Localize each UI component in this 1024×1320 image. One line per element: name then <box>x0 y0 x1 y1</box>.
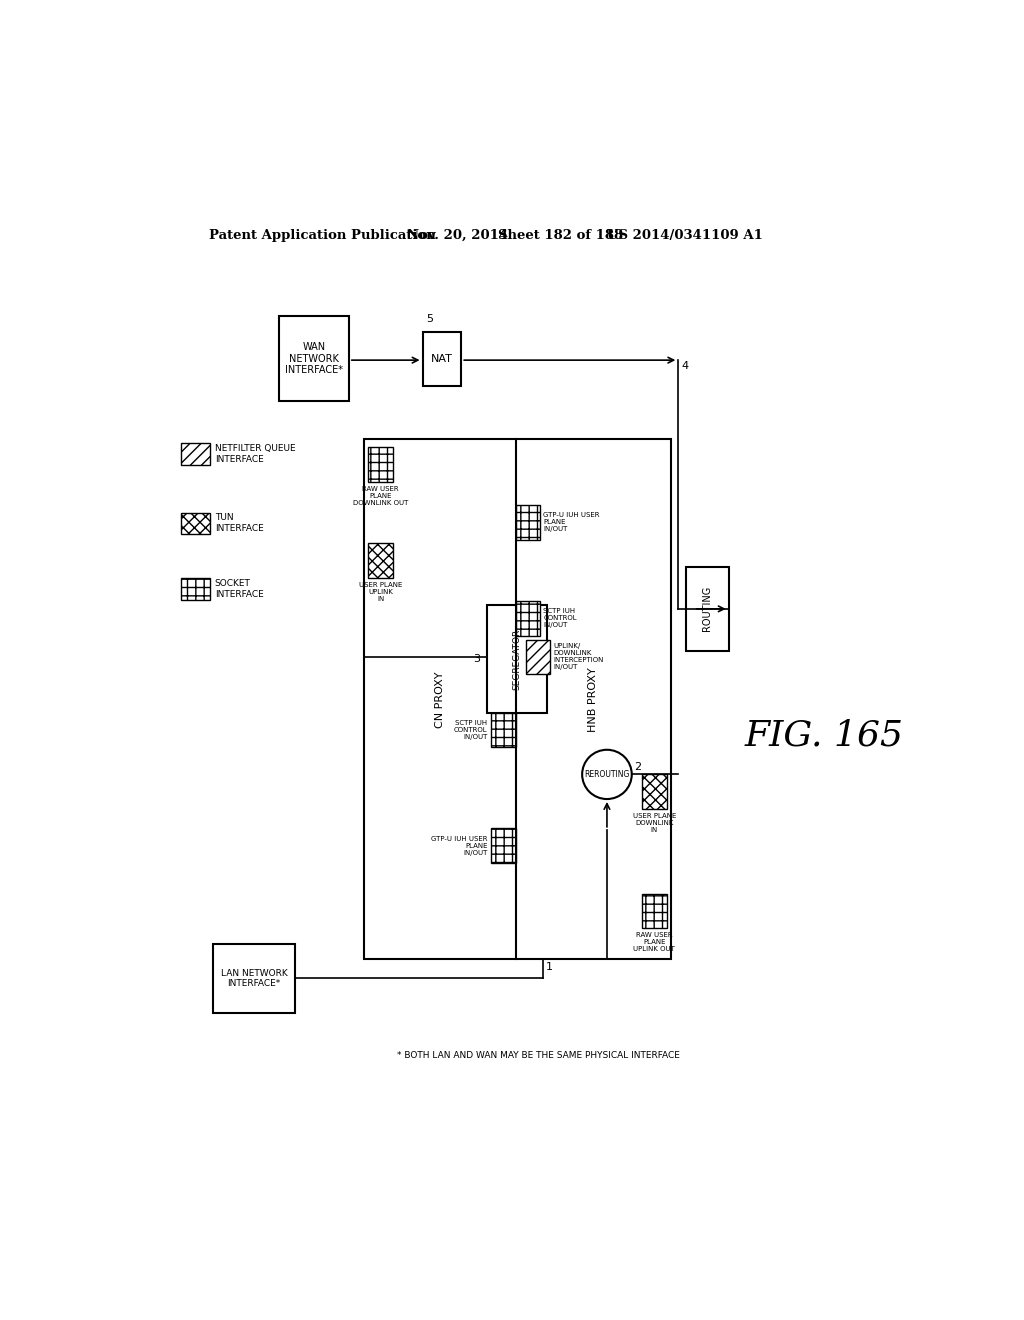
Bar <box>515 506 541 540</box>
Text: NETFILTER QUEUE
INTERFACE: NETFILTER QUEUE INTERFACE <box>215 444 296 465</box>
Text: 4: 4 <box>681 362 688 371</box>
Text: SCTP IUH
CONTROL
IN/OUT: SCTP IUH CONTROL IN/OUT <box>454 721 487 741</box>
Bar <box>686 566 729 651</box>
Text: USER PLANE
DOWNLINK
IN: USER PLANE DOWNLINK IN <box>633 813 676 833</box>
Bar <box>642 775 667 809</box>
Bar <box>369 544 393 578</box>
Text: Nov. 20, 2014: Nov. 20, 2014 <box>407 230 508 243</box>
Text: CN PROXY: CN PROXY <box>435 671 445 727</box>
Text: SOCKET
INTERFACE: SOCKET INTERFACE <box>215 578 263 599</box>
Bar <box>180 444 210 465</box>
Text: US 2014/0341109 A1: US 2014/0341109 A1 <box>607 230 763 243</box>
Text: USER PLANE
UPLINK
IN: USER PLANE UPLINK IN <box>359 582 402 602</box>
Bar <box>369 447 393 482</box>
Text: 2: 2 <box>634 762 641 772</box>
Text: NAT: NAT <box>431 354 453 363</box>
Text: FIG. 165: FIG. 165 <box>744 719 903 752</box>
Bar <box>180 578 210 599</box>
Text: Patent Application Publication: Patent Application Publication <box>209 230 436 243</box>
Text: WAN
NETWORK
INTERFACE*: WAN NETWORK INTERFACE* <box>285 342 343 375</box>
Text: 3: 3 <box>474 653 480 664</box>
Text: SCTP IUH
CONTROL
IN/OUT: SCTP IUH CONTROL IN/OUT <box>544 609 578 628</box>
Text: GTP-U IUH USER
PLANE
IN/OUT: GTP-U IUH USER PLANE IN/OUT <box>544 512 600 532</box>
Text: HNB PROXY: HNB PROXY <box>588 667 598 731</box>
Text: Sheet 182 of 188: Sheet 182 of 188 <box>499 230 624 243</box>
Bar <box>280 317 349 401</box>
Text: TUN
INTERFACE: TUN INTERFACE <box>215 513 263 533</box>
Bar <box>642 894 667 928</box>
Text: ROUTING: ROUTING <box>702 586 713 631</box>
Text: 5: 5 <box>426 314 433 323</box>
Bar <box>490 713 515 747</box>
Bar <box>365 440 671 960</box>
Bar <box>180 512 210 535</box>
Text: REROUTING: REROUTING <box>585 770 630 779</box>
Text: 1: 1 <box>546 962 553 972</box>
Text: RAW USER
PLANE
DOWNLINK OUT: RAW USER PLANE DOWNLINK OUT <box>353 486 409 506</box>
Bar <box>525 640 550 675</box>
Bar <box>490 829 515 863</box>
Text: RAW USER
PLANE
UPLINK OUT: RAW USER PLANE UPLINK OUT <box>633 932 675 952</box>
Circle shape <box>583 750 632 799</box>
Text: * BOTH LAN AND WAN MAY BE THE SAME PHYSICAL INTERFACE: * BOTH LAN AND WAN MAY BE THE SAME PHYSI… <box>397 1051 680 1060</box>
Text: UPLINK/
DOWNLINK
INTERCEPTION
IN/OUT: UPLINK/ DOWNLINK INTERCEPTION IN/OUT <box>554 643 604 671</box>
Bar <box>486 605 547 713</box>
Bar <box>213 944 295 1014</box>
Bar <box>515 601 541 636</box>
Bar <box>423 331 461 385</box>
Text: SEGREGATOR: SEGREGATOR <box>512 628 521 689</box>
Text: LAN NETWORK
INTERFACE*: LAN NETWORK INTERFACE* <box>220 969 288 989</box>
Text: GTP-U IUH USER
PLANE
IN/OUT: GTP-U IUH USER PLANE IN/OUT <box>431 836 487 855</box>
